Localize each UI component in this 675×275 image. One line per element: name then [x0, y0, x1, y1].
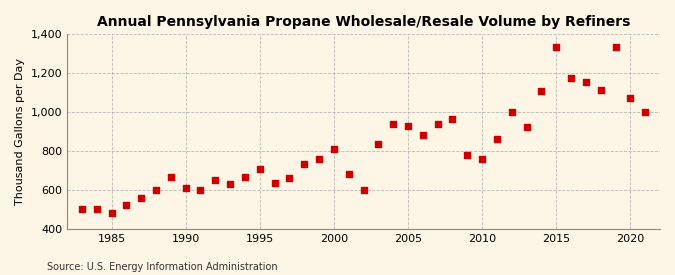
Point	[358, 188, 369, 192]
Point	[521, 124, 532, 129]
Point	[432, 122, 443, 126]
Point	[91, 207, 102, 211]
Point	[580, 80, 591, 84]
Point	[254, 167, 265, 172]
Point	[417, 133, 428, 138]
Point	[121, 203, 132, 208]
Point	[195, 188, 206, 192]
Point	[151, 188, 161, 192]
Point	[506, 110, 517, 114]
Point	[284, 176, 295, 180]
Point	[106, 211, 117, 215]
Y-axis label: Thousand Gallons per Day: Thousand Gallons per Day	[15, 58, 25, 205]
Point	[180, 186, 191, 190]
Point	[402, 123, 413, 128]
Point	[165, 175, 176, 179]
Point	[491, 137, 502, 141]
Point	[314, 156, 325, 161]
Point	[640, 110, 651, 114]
Point	[225, 182, 236, 186]
Point	[299, 161, 310, 166]
Point	[76, 207, 87, 211]
Point	[210, 178, 221, 182]
Point	[477, 156, 487, 161]
Point	[566, 76, 576, 80]
Point	[373, 142, 384, 146]
Point	[595, 87, 606, 92]
Point	[462, 153, 472, 157]
Point	[536, 89, 547, 93]
Point	[610, 45, 621, 49]
Text: Source: U.S. Energy Information Administration: Source: U.S. Energy Information Administ…	[47, 262, 278, 271]
Point	[387, 122, 398, 126]
Point	[447, 117, 458, 121]
Point	[269, 181, 280, 185]
Point	[136, 195, 146, 200]
Point	[551, 45, 562, 49]
Point	[625, 96, 636, 101]
Title: Annual Pennsylvania Propane Wholesale/Resale Volume by Refiners: Annual Pennsylvania Propane Wholesale/Re…	[97, 15, 630, 29]
Point	[344, 172, 354, 177]
Point	[240, 175, 250, 179]
Point	[329, 147, 340, 151]
